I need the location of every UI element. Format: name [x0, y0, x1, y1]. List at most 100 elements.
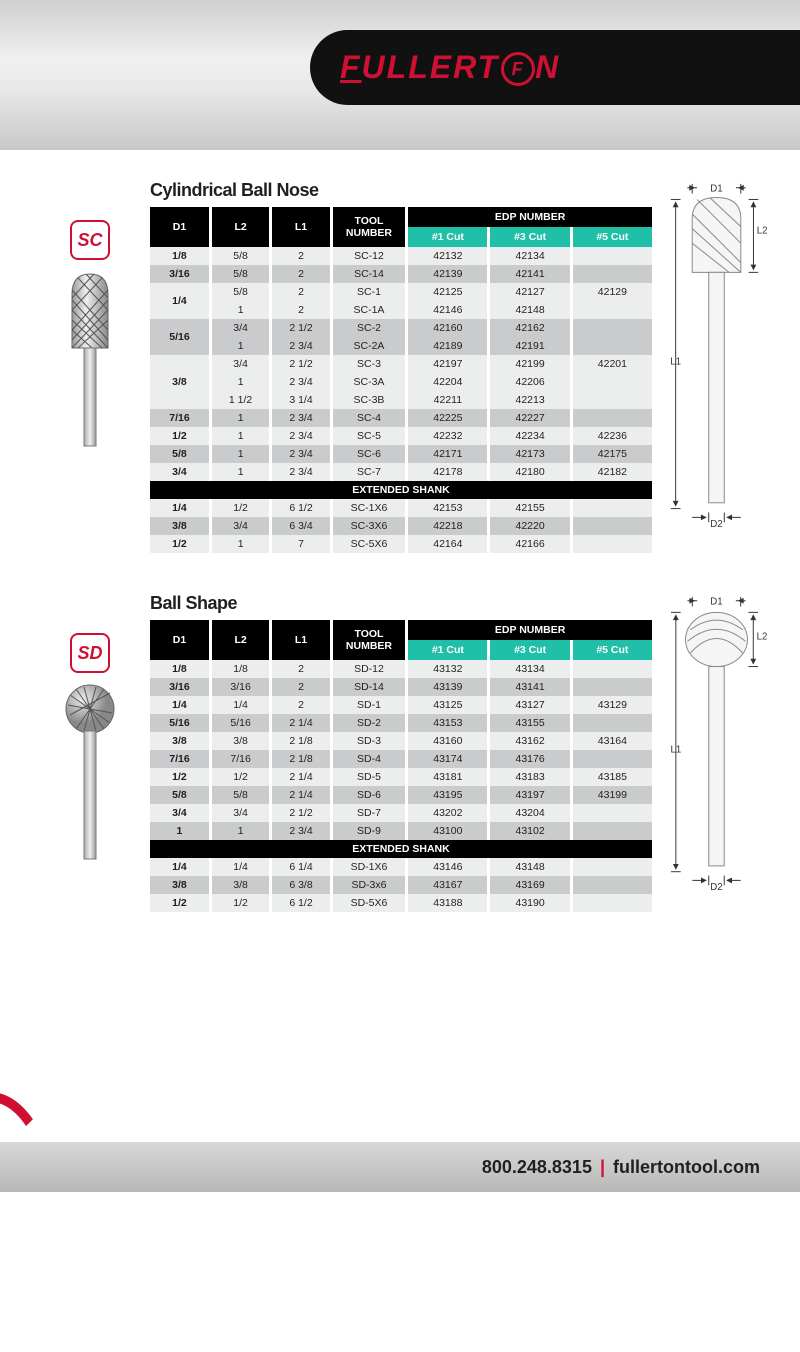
- cell-cut1: 42164: [407, 535, 489, 553]
- table-row: 3/8 3/4 2 1/2 SC-3 42197 42199 42201: [150, 355, 654, 373]
- cell-tool: SC-2A: [331, 337, 407, 355]
- cell-tool: SD-5: [331, 768, 407, 786]
- cell-cut1: 43153: [407, 714, 489, 732]
- extended-shank-header: EXTENDED SHANK: [150, 840, 654, 858]
- cell-tool: SC-6: [331, 445, 407, 463]
- cell-l2: 5/8: [210, 265, 270, 283]
- table-row: 7/16 1 2 3/4 SC-4 42225 42227: [150, 409, 654, 427]
- cell-cut5: [571, 804, 653, 822]
- product-badge: SD: [70, 633, 110, 673]
- extended-shank-header: EXTENDED SHANK: [150, 481, 654, 499]
- th-cut5: #5 Cut: [571, 640, 653, 660]
- table-header-row: D1 L2 L1 TOOL NUMBER EDP NUMBER: [150, 207, 654, 227]
- product-section: SD Ball Shape D1 L2 L1 TOOL NUMBER EDP N…: [30, 593, 770, 912]
- svg-text:L2: L2: [757, 225, 768, 236]
- section-left: SD: [30, 593, 150, 912]
- cell-cut1: 42139: [407, 265, 489, 283]
- th-edp: EDP NUMBER: [407, 620, 654, 640]
- cell-l2: 3/4: [210, 804, 270, 822]
- brand-logo: FULLERTFN: [340, 49, 560, 87]
- page-header: FULLERTFN: [0, 0, 800, 150]
- cell-l2: 1/2: [210, 894, 270, 912]
- cell-cut1: 42178: [407, 463, 489, 481]
- cell-tool: SC-1A: [331, 301, 407, 319]
- table-row: 3/4 1 2 3/4 SC-7 42178 42180 42182: [150, 463, 654, 481]
- cell-cut5: [571, 373, 653, 391]
- cell-cut1: 42160: [407, 319, 489, 337]
- table-row: 3/8 3/4 6 3/4 SC-3X6 42218 42220: [150, 517, 654, 535]
- table-row: 1/8 1/8 2 SD-12 43132 43134: [150, 660, 654, 678]
- section-title: Cylindrical Ball Nose: [150, 180, 655, 201]
- cell-cut5: [571, 876, 653, 894]
- cell-cut1: 42204: [407, 373, 489, 391]
- cell-cut3: 43141: [489, 678, 571, 696]
- cell-d1: 3/4: [150, 804, 210, 822]
- dimension-diagram: D1 L2 L1 D2: [663, 593, 770, 893]
- cell-tool: SD-2: [331, 714, 407, 732]
- cell-l2: 3/8: [210, 732, 270, 750]
- cell-cut3: 42173: [489, 445, 571, 463]
- cell-cut5: [571, 409, 653, 427]
- cell-cut3: 43162: [489, 732, 571, 750]
- page-body: SC Cylindrical Ball Nose D1 L2 L1 TOOL N…: [0, 150, 800, 912]
- table-row: 5/16 5/16 2 1/4 SD-2 43153 43155: [150, 714, 654, 732]
- cell-l2: 1/8: [210, 660, 270, 678]
- footer-divider: |: [600, 1157, 605, 1178]
- cell-cut5: [571, 391, 653, 409]
- cell-cut1: 43125: [407, 696, 489, 714]
- cell-cut3: 43190: [489, 894, 571, 912]
- table-row: 1 1 2 3/4 SD-9 43100 43102: [150, 822, 654, 840]
- cell-cut5: [571, 247, 653, 265]
- cell-cut3: 43204: [489, 804, 571, 822]
- cell-l1: 2 1/4: [271, 714, 331, 732]
- cell-d1: 1/4: [150, 283, 210, 319]
- cell-tool: SC-3B: [331, 391, 407, 409]
- cell-l2: 7/16: [210, 750, 270, 768]
- cell-d1: 5/16: [150, 319, 210, 355]
- cell-l2: 3/16: [210, 678, 270, 696]
- cell-cut1: 42232: [407, 427, 489, 445]
- cell-l1: 2: [271, 247, 331, 265]
- cell-l2: 1/4: [210, 858, 270, 876]
- cell-l1: 2: [271, 678, 331, 696]
- cell-l1: 2 3/4: [271, 445, 331, 463]
- cell-cut1: 43139: [407, 678, 489, 696]
- cell-l2: 1: [210, 445, 270, 463]
- th-tool: TOOL NUMBER: [331, 620, 407, 660]
- cell-d1: 1/2: [150, 535, 210, 553]
- table-row: 1/2 1 7 SC-5X6 42164 42166: [150, 535, 654, 553]
- logo-bar: FULLERTFN: [310, 30, 800, 105]
- cell-l2: 1/2: [210, 768, 270, 786]
- cell-tool: SD-3x6: [331, 876, 407, 894]
- cell-l1: 2: [271, 283, 331, 301]
- svg-text:L1: L1: [670, 745, 681, 756]
- cell-tool: SD-5X6: [331, 894, 407, 912]
- cell-cut5: [571, 750, 653, 768]
- cell-tool: SD-3: [331, 732, 407, 750]
- cell-tool: SC-7: [331, 463, 407, 481]
- table-row: 5/8 5/8 2 1/4 SD-6 43195 43197 43199: [150, 786, 654, 804]
- cell-l2: 3/8: [210, 876, 270, 894]
- cell-l2: 1: [210, 535, 270, 553]
- cell-tool: SD-6: [331, 786, 407, 804]
- cell-l1: 6 1/2: [271, 894, 331, 912]
- table-row: 3/16 5/8 2 SC-14 42139 42141: [150, 265, 654, 283]
- product-badge: SC: [70, 220, 110, 260]
- th-edp: EDP NUMBER: [407, 207, 654, 227]
- cell-cut3: 43155: [489, 714, 571, 732]
- cell-cut5: [571, 660, 653, 678]
- cell-d1: 1/8: [150, 660, 210, 678]
- spec-table: D1 L2 L1 TOOL NUMBER EDP NUMBER #1 Cut #…: [150, 207, 655, 553]
- cell-cut3: 42141: [489, 265, 571, 283]
- cell-cut3: 43197: [489, 786, 571, 804]
- table-row: 3/8 3/8 6 3/8 SD-3x6 43167 43169: [150, 876, 654, 894]
- cell-tool: SC-12: [331, 247, 407, 265]
- table-row: 3/16 3/16 2 SD-14 43139 43141: [150, 678, 654, 696]
- cell-tool: SD-12: [331, 660, 407, 678]
- cell-cut3: 43127: [489, 696, 571, 714]
- footer-phone: 800.248.8315: [482, 1157, 592, 1178]
- section-title: Ball Shape: [150, 593, 655, 614]
- cell-tool: SD-14: [331, 678, 407, 696]
- cell-d1: 5/8: [150, 786, 210, 804]
- cell-l1: 2 3/4: [271, 409, 331, 427]
